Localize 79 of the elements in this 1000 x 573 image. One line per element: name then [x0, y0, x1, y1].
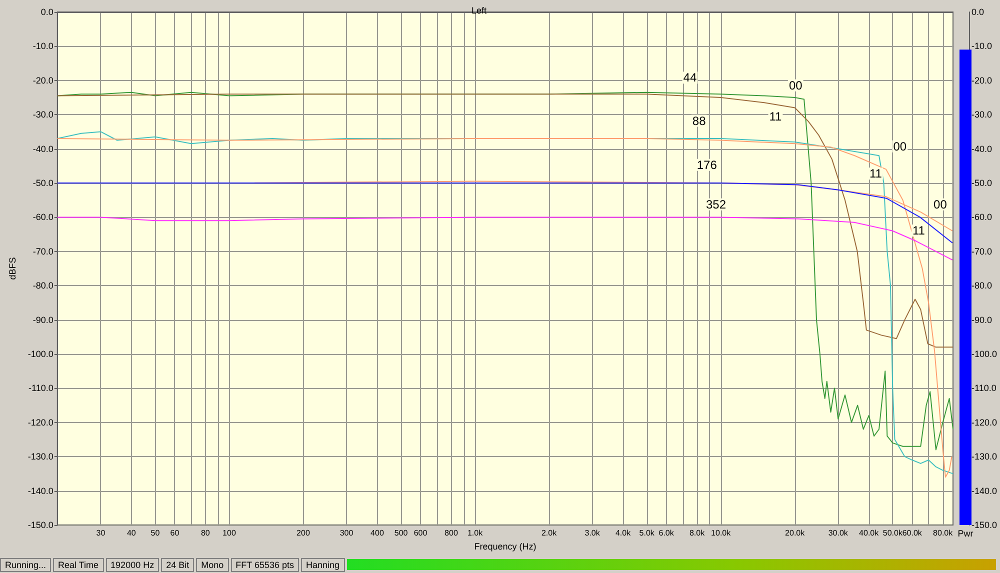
- annotation: 88: [692, 114, 706, 128]
- x-tick-label: 400: [370, 528, 384, 538]
- text: Hanning: [301, 558, 345, 572]
- y-tick-label: -150.0: [971, 520, 998, 530]
- y-tick-label: -90.0: [32, 314, 54, 325]
- annotation: 11: [869, 166, 882, 181]
- annotation: 11: [769, 110, 782, 124]
- annotation: 00: [788, 78, 803, 92]
- y-tick-label: -110.0: [971, 383, 996, 394]
- y-tick-label: -20.0: [32, 75, 54, 86]
- text: 24 Bit: [161, 558, 194, 572]
- x-tick-label: 20.0k: [785, 528, 806, 538]
- x-tick-label: 500: [394, 528, 408, 538]
- y-tick-label: -30.0: [32, 110, 54, 120]
- x-tick-label: 10.0k: [711, 528, 732, 538]
- y-tick-label: -40.0: [32, 144, 54, 154]
- text: Real Time: [53, 558, 104, 572]
- x-tick-label: 60.0k: [902, 528, 923, 538]
- y-tick-label: -150.0: [28, 520, 54, 530]
- y-tick-label: -130.0: [971, 452, 998, 462]
- y-tick-label: -140.0: [28, 486, 54, 496]
- y-tick-label: -80.0: [32, 280, 54, 291]
- y-tick-label: -140.0: [971, 486, 998, 496]
- text: 192000 Hz: [106, 558, 160, 572]
- x-tick-label: 40.0k: [859, 528, 880, 538]
- y-tick-label: -100.0: [28, 349, 54, 359]
- x-tick-label: 5.0k: [639, 528, 656, 538]
- x-tick-label: 50.0k: [882, 528, 904, 538]
- annotation: 44: [683, 70, 697, 85]
- text: Running...: [0, 558, 52, 572]
- y-tick-label: 0.0: [971, 7, 984, 17]
- chart-title: Left: [471, 6, 488, 16]
- annotation: 11: [912, 224, 926, 238]
- x-tick-label: 100: [222, 528, 236, 538]
- x-tick-label: 8.0k: [689, 528, 706, 538]
- annotation: 176: [696, 158, 718, 172]
- x-tick-label: 30: [96, 528, 106, 538]
- text: FFT 65536 pts: [230, 558, 299, 572]
- y-tick-label: -50.0: [971, 178, 992, 188]
- x-tick-label: 4.0k: [615, 528, 632, 538]
- y-tick-label: -10.0: [32, 41, 54, 52]
- x-tick-label: 300: [340, 528, 354, 538]
- text: Mono: [196, 558, 229, 572]
- y-tick-label: -120.0: [28, 417, 54, 428]
- x-tick-label: 60: [170, 528, 180, 538]
- y-tick-label: -40.0: [971, 144, 992, 154]
- y-tick-label: 0.0: [40, 7, 54, 17]
- x-tick-label: 30.0k: [828, 528, 849, 538]
- x-tick-label: 6.0k: [658, 528, 675, 538]
- y-tick-label: -30.0: [971, 110, 992, 120]
- y-tick-label: -60.0: [971, 212, 992, 222]
- y-tick-label: -60.0: [32, 212, 54, 222]
- x-tick-label: 1.0k: [467, 528, 484, 538]
- x-axis-title: Frequency (Hz): [474, 541, 536, 552]
- y-tick-label: -100.0: [971, 349, 998, 359]
- y-tick-label: -110.0: [28, 383, 54, 394]
- y-tick-label: -120.0: [971, 417, 998, 428]
- x-tick-label: 40: [126, 528, 136, 538]
- annotation: 352: [706, 197, 726, 212]
- y-tick-label: -20.0: [971, 75, 992, 86]
- annotation: 00: [934, 197, 948, 212]
- x-tick-label: 200: [296, 528, 310, 538]
- x-tick-label: 600: [414, 528, 428, 538]
- x-tick-label: 800: [444, 528, 458, 538]
- x-tick-label: 2.0k: [541, 528, 558, 538]
- x-tick-label: Pwr: [958, 528, 974, 538]
- y-tick-label: -50.0: [32, 178, 54, 188]
- y-axis-title: dBFS: [8, 257, 18, 280]
- x-tick-label: 3.0k: [584, 528, 601, 538]
- x-tick-label: 80: [200, 528, 210, 538]
- annotation: 00: [893, 139, 907, 154]
- y-tick-label: -70.0: [971, 246, 992, 256]
- y-tick-label: -70.0: [32, 246, 54, 256]
- x-tick-label: 80.0k: [933, 528, 954, 538]
- y-tick-label: -80.0: [971, 280, 992, 291]
- x-tick-label: 50: [150, 528, 160, 538]
- y-tick-label: -10.0: [971, 41, 992, 52]
- y-tick-label: -130.0: [28, 452, 54, 462]
- y-tick-label: -90.0: [971, 314, 992, 325]
